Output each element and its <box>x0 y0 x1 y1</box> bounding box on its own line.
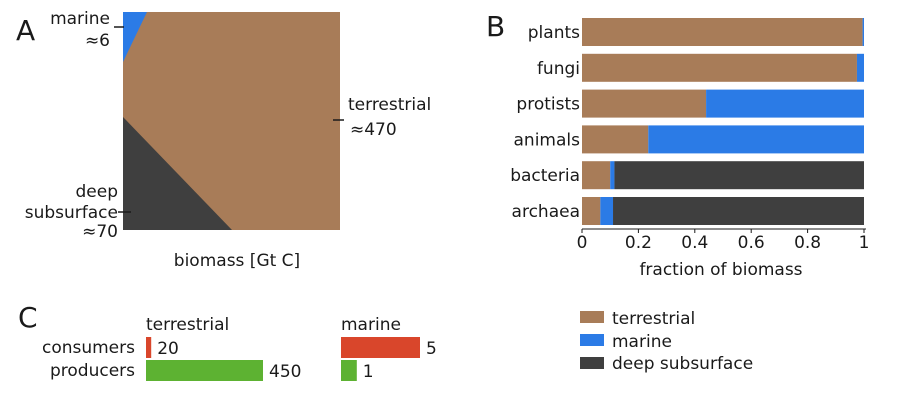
x-tick-label: 0.6 <box>738 233 765 253</box>
bar-terrestrial-consumers <box>146 337 152 358</box>
panel-c-category-consumers: consumers <box>42 338 135 358</box>
panel-a-deep-label: deep <box>76 182 119 202</box>
category-label-fungi: fungi <box>537 59 580 79</box>
bar-protists-terrestrial <box>582 89 707 118</box>
panel-a-terrestrial-label: terrestrial <box>348 95 431 115</box>
x-tick-label: 0.8 <box>794 233 821 253</box>
x-tick-label: 0.2 <box>625 233 652 253</box>
panel-b-bars <box>582 18 864 225</box>
legend-label-marine: marine <box>612 332 672 352</box>
panel-a-xlabel: biomass [Gt C] <box>174 251 300 271</box>
panel-b-chart: plants fungi protists animals bacteria archae… <box>510 18 869 280</box>
legend: terrestrial marine deep subsurface <box>580 309 753 374</box>
panel-b-xlabel: fraction of biomass <box>639 260 802 280</box>
bar-animals-terrestrial <box>582 125 649 154</box>
legend-swatch-marine <box>580 334 604 346</box>
category-label-archaea: archaea <box>512 202 580 222</box>
bar-marine-consumers <box>341 337 420 358</box>
panel-a-deep-label-2: subsurface <box>25 203 118 223</box>
bar-marine-producers <box>341 360 357 381</box>
bar-archaea-deep <box>613 197 864 225</box>
x-tick-label: 1 <box>859 233 870 253</box>
legend-swatch-deep <box>580 357 604 369</box>
bar-plants-terrestrial <box>582 18 863 46</box>
panel-a-marine-label: marine <box>50 9 110 29</box>
bar-animals-marine <box>648 125 864 154</box>
bar-plants-marine <box>862 18 864 46</box>
data-label-marine-producers: 1 <box>363 362 374 382</box>
bar-fungi-marine <box>856 53 864 82</box>
panel-c-group-terrestrial: terrestrial <box>146 315 229 335</box>
data-label-terrestrial-producers: 450 <box>269 362 301 382</box>
data-label-marine-consumers: 5 <box>426 339 437 359</box>
bar-archaea-terrestrial <box>582 197 601 225</box>
panel-a-chart: marine ≈6 terrestrial ≈470 deep subsurfa… <box>25 9 432 271</box>
bar-archaea-marine <box>600 197 614 225</box>
panel-c-bars: 20 450 5 1 <box>146 337 437 382</box>
data-label-terrestrial-consumers: 20 <box>157 339 179 359</box>
panel-c-category-producers: producers <box>50 361 135 381</box>
category-label-animals: animals <box>514 130 581 150</box>
bar-bacteria-deep <box>614 161 864 190</box>
panel-c-chart: terrestrial marine consumers producers 2… <box>42 315 437 382</box>
bar-fungi-terrestrial <box>582 53 857 82</box>
panel-a-marine-value: ≈6 <box>85 31 110 51</box>
panel-b-category-labels: plants fungi protists animals bacteria archae… <box>510 23 580 222</box>
bar-bacteria-marine <box>610 161 615 190</box>
panel-label-b: B <box>486 10 505 43</box>
panel-label-c: C <box>18 301 38 334</box>
legend-swatch-terrestrial <box>580 311 604 323</box>
panel-a-terrestrial-value: ≈470 <box>350 120 397 140</box>
x-tick-label: 0.4 <box>681 233 708 253</box>
legend-label-deep: deep subsurface <box>612 354 753 374</box>
panel-a-deep-value: ≈70 <box>82 222 118 242</box>
bar-protists-marine <box>706 89 864 118</box>
category-label-protists: protists <box>516 95 580 115</box>
x-tick-label: 0 <box>577 233 588 253</box>
legend-label-terrestrial: terrestrial <box>612 309 695 329</box>
panel-a-marine-area <box>123 12 147 62</box>
panel-c-group-marine: marine <box>341 315 401 335</box>
category-label-plants: plants <box>528 23 580 43</box>
bar-bacteria-terrestrial <box>582 161 611 190</box>
panel-b-x-ticks: 0 0.2 0.4 0.6 0.8 1 <box>577 229 870 253</box>
panel-label-a: A <box>16 14 35 47</box>
category-label-bacteria: bacteria <box>510 166 580 186</box>
panel-a-deep-area <box>123 117 232 230</box>
bar-terrestrial-producers <box>146 360 263 381</box>
